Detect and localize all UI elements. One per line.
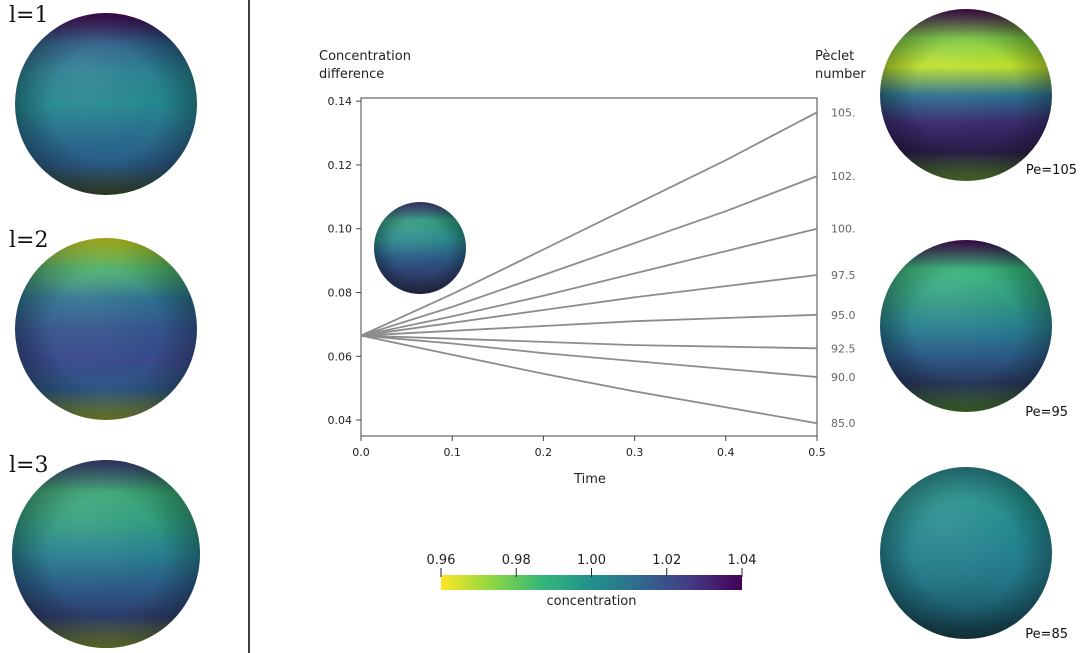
- x-tick-label: 0.3: [626, 446, 644, 459]
- series-label: 90.0: [831, 371, 856, 384]
- x-tick-label: 0.5: [808, 446, 826, 459]
- y-tick-label: 0.10: [328, 223, 353, 236]
- axis-ticks: 0.0 0.1 0.2 0.3 0.4 0.5 0.04 0.06 0.08 0.10 0.12 0.…: [328, 95, 826, 459]
- series-line: [360, 334, 818, 350]
- peclet-sphere: [880, 240, 1052, 412]
- y-tick-label: 0.12: [328, 159, 353, 172]
- colorbar-tick-label: 1.02: [652, 553, 681, 568]
- y-axis-title-line2: difference: [319, 67, 384, 82]
- right-sphere-panel: Pe=105 Pe=95 Pe=85: [880, 9, 1077, 642]
- peclet-sphere: [880, 467, 1052, 639]
- colorbar-tick-label: 1.04: [728, 553, 757, 568]
- series-lines: [360, 111, 818, 425]
- series-label: 92.5: [831, 342, 856, 355]
- series-label: 100.: [831, 223, 856, 236]
- x-tick-label: 0.0: [352, 446, 370, 459]
- y-tick-label: 0.06: [328, 350, 353, 363]
- colorbar-tick-label: 1.00: [577, 553, 606, 568]
- mode-label: l=1: [9, 3, 48, 28]
- colorbar: 0.96 0.98 1.00 1.02 1.04 concentration: [427, 553, 757, 609]
- x-axis-label: Time: [573, 472, 606, 487]
- series-line: [360, 334, 818, 425]
- series-label: 102.: [831, 170, 856, 183]
- colorbar-tick-label: 0.96: [427, 553, 456, 568]
- left-sphere-panel: l=1 l=2 l=3: [9, 3, 200, 648]
- mode-sphere: [12, 460, 200, 648]
- mode-label: l=3: [9, 453, 48, 478]
- mode-label: l=2: [9, 228, 48, 253]
- series-label: 85.0: [831, 417, 856, 430]
- colorbar-label: concentration: [546, 594, 636, 609]
- colorbar-gradient: [441, 575, 742, 590]
- y-tick-label: 0.14: [328, 95, 353, 108]
- peclet-sphere-label: Pe=85: [1025, 627, 1068, 642]
- mode-sphere: [15, 238, 197, 420]
- inset-sphere-body: [374, 202, 466, 294]
- series-line: [360, 227, 818, 337]
- series-label: 97.5: [831, 269, 856, 282]
- peclet-sphere-label: Pe=105: [1026, 163, 1077, 178]
- series-label: 105.: [831, 106, 856, 119]
- series-line: [360, 175, 818, 337]
- peclet-sphere-label: Pe=95: [1025, 405, 1068, 420]
- right-axis-title-line2: number: [815, 67, 866, 82]
- series-line: [360, 111, 818, 337]
- x-tick-label: 0.2: [535, 446, 553, 459]
- colorbar-tick-label: 0.98: [502, 553, 531, 568]
- line-chart: Concentration difference Pèclet number 0…: [319, 49, 866, 487]
- y-axis-title-line1: Concentration: [319, 49, 411, 64]
- x-tick-label: 0.1: [443, 446, 461, 459]
- plot-frame: [360, 97, 818, 437]
- series-line: [360, 274, 818, 337]
- series-label: 95.0: [831, 309, 856, 322]
- series-line: [360, 334, 818, 378]
- inset-sphere: [374, 202, 466, 294]
- x-tick-label: 0.4: [717, 446, 735, 459]
- series-line: [360, 313, 818, 337]
- peclet-sphere: [880, 9, 1052, 181]
- mode-sphere: [15, 13, 197, 195]
- series-labels: 105. 102. 100. 97.5 95.0 92.5 90.0 85.0: [831, 106, 856, 430]
- y-tick-label: 0.04: [328, 414, 353, 427]
- y-tick-label: 0.08: [328, 287, 353, 300]
- right-axis-title-line1: Pèclet: [815, 49, 854, 64]
